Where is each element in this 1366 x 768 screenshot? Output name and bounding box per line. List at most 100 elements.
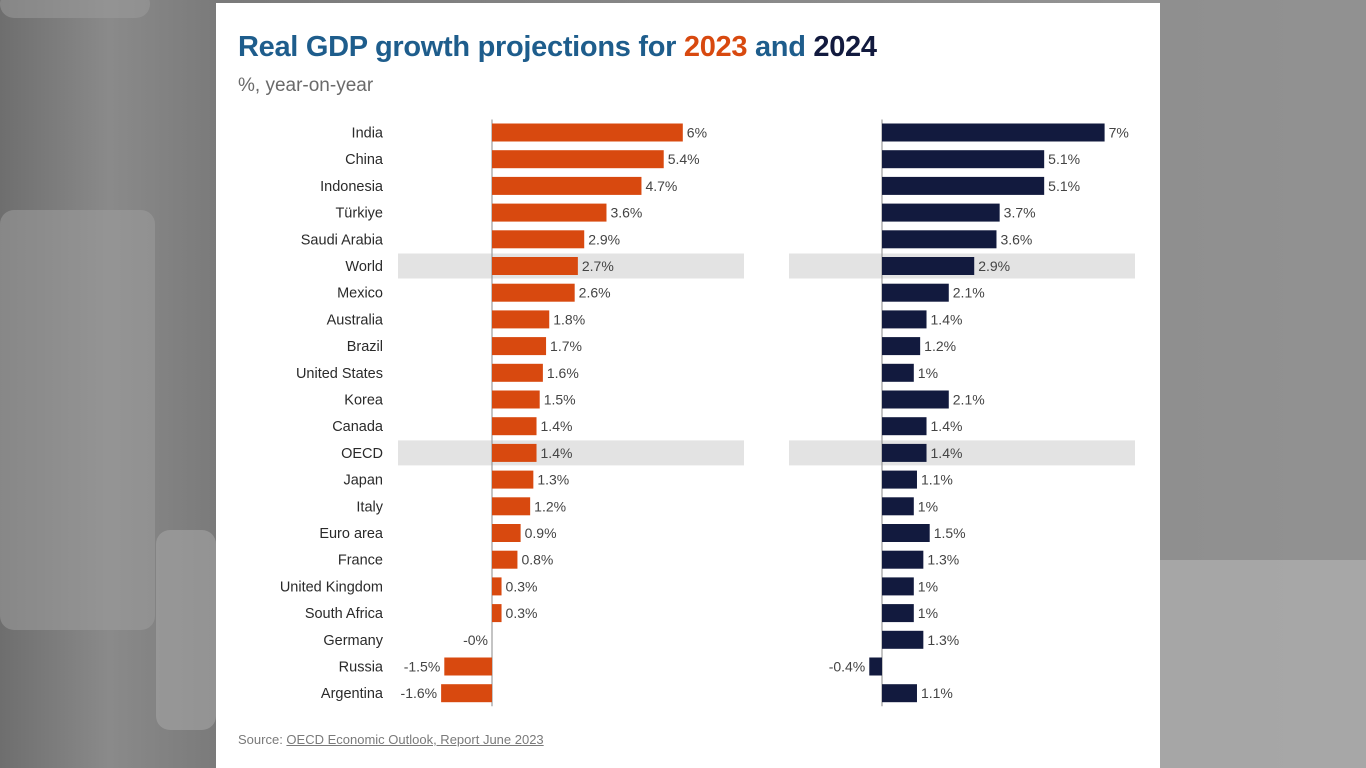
category-label-t-rkiye: Türkiye [335, 206, 383, 222]
category-label-world: World [345, 259, 383, 275]
value-label-2023-south-africa: 0.3% [506, 605, 538, 621]
bar-2024-mexico [882, 283, 949, 302]
bar-2024-canada [882, 417, 927, 436]
bar-2024-argentina [882, 684, 917, 703]
category-label-united-kingdom: United Kingdom [280, 579, 383, 595]
bar-2024-brazil [882, 337, 921, 356]
bar-2023-india [492, 123, 683, 142]
category-label-india: India [352, 126, 384, 142]
value-label-2023-indonesia: 4.7% [645, 178, 677, 194]
value-label-2024-south-africa: 1% [918, 605, 938, 621]
bar-2024-t-rkiye [882, 203, 1000, 222]
source-link[interactable]: OECD Economic Outlook, Report June 2023 [286, 732, 544, 747]
value-label-2023-germany: -0% [463, 632, 488, 648]
category-label-south-africa: South Africa [305, 606, 384, 622]
bar-2024-world [882, 257, 975, 275]
value-label-2023-india: 6% [687, 125, 707, 141]
value-label-2024-mexico: 2.1% [953, 285, 985, 301]
bar-2024-japan [882, 470, 917, 489]
source-note: Source: OECD Economic Outlook, Report Ju… [238, 732, 544, 747]
bar-2023-brazil [492, 337, 547, 356]
category-label-australia: Australia [327, 312, 384, 328]
category-label-mexico: Mexico [337, 286, 383, 302]
value-label-2024-oecd: 1.4% [931, 445, 963, 461]
value-label-2024-australia: 1.4% [931, 311, 963, 327]
highlight-band-oecd-2024 [789, 440, 1135, 466]
bar-2023-united-kingdom [492, 577, 502, 596]
chart-title: Real GDP growth projections for 2023 and… [238, 31, 877, 64]
bar-2023-australia [492, 310, 550, 329]
bar-2024-saudi-arabia [882, 230, 997, 249]
title-year-2024: 2024 [813, 31, 877, 63]
bar-2024-france [882, 550, 924, 569]
value-label-2023-mexico: 2.6% [579, 285, 611, 301]
value-label-2023-euro-area: 0.9% [525, 525, 557, 541]
value-label-2023-t-rkiye: 3.6% [610, 205, 642, 221]
background-shape [156, 530, 216, 730]
bar-2023-south-africa [492, 604, 502, 623]
value-label-2023-china: 5.4% [668, 151, 700, 167]
bar-2023-japan [492, 470, 534, 489]
value-label-2024-indonesia: 5.1% [1048, 178, 1080, 194]
value-label-2023-brazil: 1.7% [550, 338, 582, 354]
category-label-canada: Canada [332, 419, 384, 435]
bar-2024-indonesia [882, 176, 1045, 195]
value-label-2024-india: 7% [1109, 125, 1129, 141]
value-label-2024-saudi-arabia: 3.6% [1000, 231, 1032, 247]
highlight-band-oecd-2023 [398, 440, 744, 466]
value-label-2024-china: 5.1% [1048, 151, 1080, 167]
bar-2023-euro-area [492, 524, 521, 542]
bar-2023-oecd [492, 443, 537, 462]
value-label-2023-world: 2.7% [582, 258, 614, 274]
category-label-indonesia: Indonesia [320, 179, 384, 195]
value-label-2024-italy: 1% [918, 498, 938, 514]
value-label-2024-brazil: 1.2% [924, 338, 956, 354]
bar-2023-china [492, 150, 664, 169]
value-label-2024-canada: 1.4% [931, 418, 963, 434]
chart-subtitle: %, year-on-year [238, 75, 374, 96]
gdp-bar-chart: India China Indonesia Türkiye Saudi Arabia Wo… [280, 119, 1135, 707]
background-shape [1160, 560, 1366, 768]
value-label-2024-t-rkiye: 3.7% [1004, 205, 1036, 221]
bar-2023-world [492, 257, 578, 275]
value-label-2024-argentina: 1.1% [921, 685, 953, 701]
bar-2024-russia [869, 657, 882, 676]
value-label-2023-italy: 1.2% [534, 498, 566, 514]
bar-2024-china [882, 150, 1045, 169]
bar-2023-russia [444, 657, 492, 676]
bar-2023-canada [492, 417, 537, 436]
bar-2024-united-states [882, 363, 914, 382]
category-label-brazil: Brazil [347, 339, 383, 355]
bar-2023-argentina [441, 684, 492, 703]
title-prefix: Real GDP growth projections for [238, 31, 684, 63]
bar-2024-korea [882, 390, 949, 409]
value-label-2024-world: 2.9% [978, 258, 1010, 274]
bar-2024-south-africa [882, 604, 914, 623]
category-label-russia: Russia [339, 660, 384, 676]
bar-2024-germany [882, 630, 924, 649]
value-label-2023-japan: 1.3% [537, 472, 569, 488]
bar-2024-euro-area [882, 524, 930, 542]
bar-2023-mexico [492, 283, 575, 302]
value-label-2023-united-states: 1.6% [547, 365, 579, 381]
category-label-japan: Japan [343, 473, 383, 489]
category-label-united-states: United States [296, 366, 383, 382]
category-label-korea: Korea [344, 393, 384, 409]
value-label-2023-united-kingdom: 0.3% [506, 578, 538, 594]
value-label-2023-canada: 1.4% [541, 418, 573, 434]
bar-2024-united-kingdom [882, 577, 914, 596]
category-label-germany: Germany [323, 633, 383, 649]
bar-2023-united-states [492, 363, 543, 382]
value-label-2024-korea: 2.1% [953, 392, 985, 408]
bar-2023-italy [492, 497, 531, 516]
bar-2024-oecd [882, 443, 927, 462]
category-label-saudi-arabia: Saudi Arabia [301, 232, 384, 248]
category-label-france: France [338, 553, 383, 569]
title-year-2023: 2023 [683, 31, 748, 63]
value-label-2023-france: 0.8% [521, 552, 553, 568]
title-connector: and [747, 31, 814, 63]
bar-2023-korea [492, 390, 540, 409]
value-label-2024-united-states: 1% [918, 365, 938, 381]
value-label-2023-russia: -1.5% [404, 659, 441, 675]
bar-2023-saudi-arabia [492, 230, 585, 249]
